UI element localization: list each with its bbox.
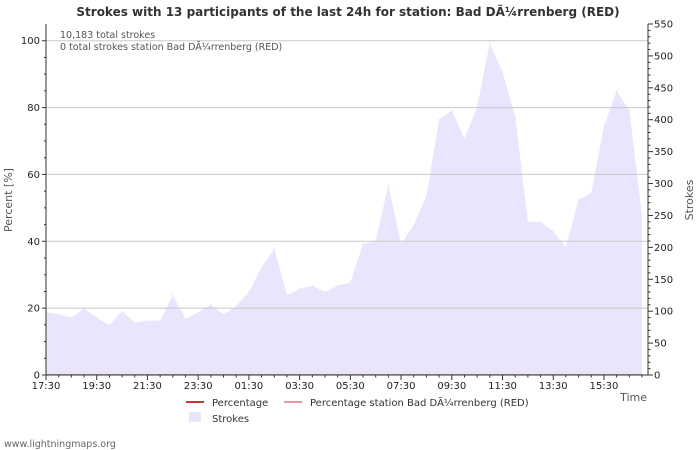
strokes-point <box>552 230 554 233</box>
strokes-point <box>184 318 187 320</box>
strokes-point <box>438 118 440 121</box>
legend-label-strokes: Strokes <box>212 414 249 425</box>
strokes-point <box>134 321 136 324</box>
chart-title: Strokes with 13 participants of the last… <box>76 4 619 19</box>
left-tick-label: 20 <box>27 304 40 315</box>
right-tick-label: 550 <box>654 20 673 31</box>
right-tick-label: 500 <box>654 51 673 62</box>
x-tick-label: 11:30 <box>488 381 517 392</box>
right-tick-label: 450 <box>654 83 673 94</box>
strokes-point <box>108 324 111 327</box>
info-total-strokes: 10,183 total strokes <box>60 30 155 41</box>
left-tick-label: 100 <box>21 36 40 47</box>
x-tick-label: 07:30 <box>387 381 416 392</box>
plot-area <box>45 42 643 375</box>
strokes-point <box>527 221 529 223</box>
right-tick-label: 300 <box>654 179 673 190</box>
strokes-point <box>95 316 98 319</box>
x-tick-label: 23:30 <box>184 381 213 392</box>
x-axis-ticks: 17:30 19:30 21:30 23:30 01:30 03:30 05:30 07:30… <box>32 375 643 392</box>
right-tick-label: 50 <box>654 339 667 350</box>
strokes-point <box>628 109 631 111</box>
strokes-point <box>298 288 301 290</box>
strokes-point <box>514 115 516 118</box>
x-tick-label: 19:30 <box>82 381 111 392</box>
left-axis-ticks: 0 20 40 60 80 100 <box>21 36 46 382</box>
strokes-point <box>57 313 60 316</box>
right-tick-label: 150 <box>654 275 673 286</box>
x-tick-label: 15:30 <box>590 381 619 392</box>
grid-lines <box>46 40 648 309</box>
strokes-point <box>197 311 199 314</box>
right-tick-label: 250 <box>654 211 673 222</box>
strokes-point <box>400 243 402 245</box>
strokes-point <box>273 247 276 250</box>
strokes-point <box>349 281 352 284</box>
right-tick-label: 200 <box>654 243 673 254</box>
strokes-point <box>501 71 504 73</box>
strokes-point <box>146 320 149 322</box>
left-tick-label: 40 <box>27 237 40 248</box>
left-axis-title: Percent [%] <box>2 168 15 232</box>
strokes-point <box>172 294 174 297</box>
strokes-point <box>425 195 428 198</box>
strokes-point <box>489 42 491 44</box>
strokes-point <box>387 184 390 186</box>
strokes-point <box>336 284 339 287</box>
strokes-point <box>260 267 263 269</box>
right-tick-label: 0 <box>654 371 660 382</box>
strokes-point <box>577 198 580 201</box>
left-tick-label: 80 <box>27 103 40 114</box>
strokes-point <box>311 284 314 287</box>
strokes-point <box>121 310 123 313</box>
x-tick-label: 09:30 <box>437 381 466 392</box>
legend: Percentage Percentage station Bad DÃ¼rre… <box>186 396 529 425</box>
strokes-point <box>463 138 466 140</box>
strokes-point <box>286 294 288 297</box>
legend-label-percentage: Percentage <box>212 398 268 409</box>
x-tick-label: 21:30 <box>133 381 162 392</box>
strokes-point <box>603 125 605 127</box>
right-tick-label: 400 <box>654 115 673 126</box>
left-tick-label: 60 <box>27 170 40 181</box>
strokes-point <box>451 109 453 111</box>
strokes-point <box>222 313 225 316</box>
strokes-area <box>46 43 642 375</box>
left-tick-label: 0 <box>34 371 40 382</box>
strokes-point <box>565 246 567 249</box>
strokes-point <box>159 320 161 322</box>
x-axis-title: Time <box>619 391 647 404</box>
x-tick-label: 13:30 <box>539 381 568 392</box>
credit-text: www.lightningmaps.org <box>4 439 116 450</box>
strokes-point <box>362 243 364 245</box>
strokes-point <box>324 291 326 293</box>
x-tick-label: 01:30 <box>234 381 263 392</box>
legend-swatch-strokes <box>189 412 201 422</box>
right-axis-ticks: 0 50 100 150 200 250 300 350 400 450 500 550 <box>648 20 673 382</box>
x-tick-label: 03:30 <box>285 381 314 392</box>
right-tick-label: 350 <box>654 147 673 158</box>
strokes-point <box>210 304 212 306</box>
legend-label-percentage-station: Percentage station Bad DÃ¼rrenberg (RED) <box>310 396 529 409</box>
x-tick-label: 17:30 <box>32 381 61 392</box>
right-axis-title: Strokes <box>683 179 696 220</box>
right-tick-label: 100 <box>654 307 673 318</box>
strokes-point <box>248 291 250 293</box>
strokes-point <box>412 224 415 226</box>
strokes-point <box>70 316 73 319</box>
strokes-point <box>235 305 237 307</box>
strokes-point <box>641 214 643 217</box>
strokes-point <box>539 221 542 223</box>
strokes-point <box>615 90 618 92</box>
info-station-strokes: 0 total strokes station Bad DÃ¼rrenberg … <box>60 42 282 53</box>
axes <box>45 24 649 376</box>
x-tick-label: 05:30 <box>336 381 365 392</box>
strokes-point <box>590 192 593 194</box>
